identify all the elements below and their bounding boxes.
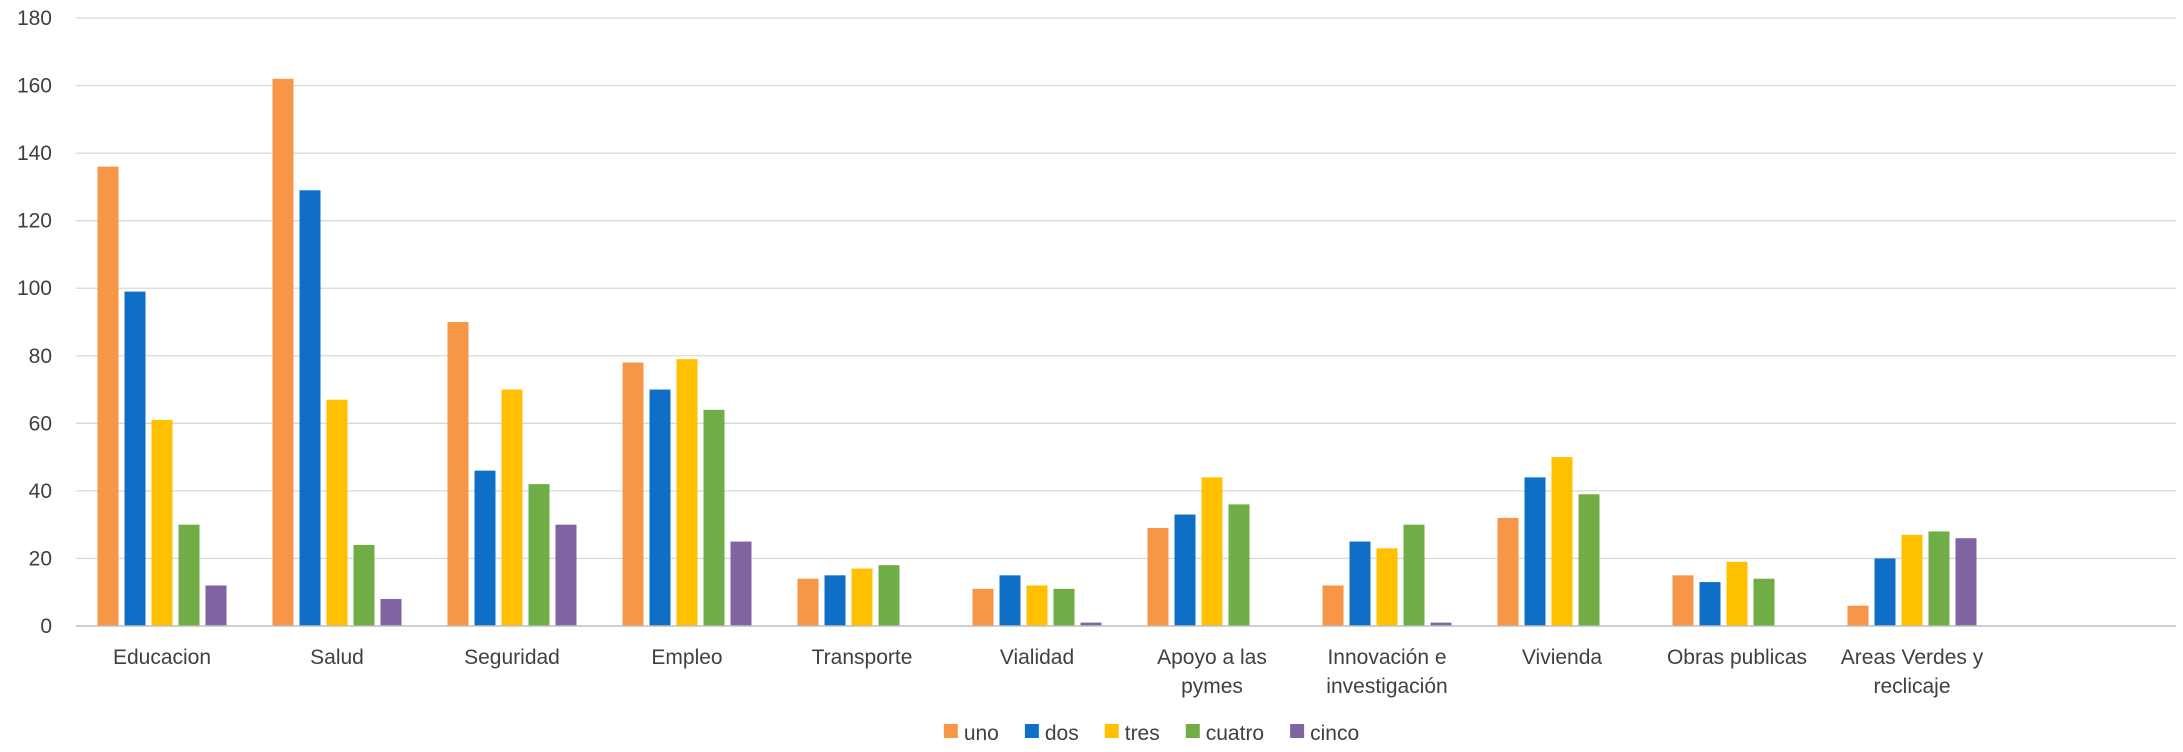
x-tick-label: Salud — [310, 646, 364, 669]
legend-label: tres — [1125, 722, 1160, 745]
legend-label: cinco — [1310, 722, 1359, 745]
bar-uno-2 — [447, 322, 469, 626]
bar-dos-5 — [999, 575, 1021, 626]
legend-swatch — [1104, 724, 1119, 738]
bar-uno-4 — [797, 578, 819, 626]
bar-uno-0 — [97, 166, 119, 626]
bar-cuatro-4 — [878, 565, 900, 626]
bar-tres-6 — [1201, 477, 1223, 626]
legend-swatch — [1290, 724, 1305, 738]
bar-dos-6 — [1174, 514, 1196, 626]
bar-tres-0 — [151, 419, 173, 626]
x-tick-label: Apoyo a las pymes — [1157, 646, 1267, 698]
bar-cuatro-2 — [528, 484, 550, 626]
bar-uno-6 — [1147, 528, 1169, 626]
bars — [97, 78, 1977, 627]
x-tick-label: Educacion — [113, 646, 211, 669]
legend-item-tres: tres — [1104, 722, 1160, 745]
y-tick-label: 0 — [40, 615, 52, 638]
y-tick-label: 80 — [29, 345, 52, 368]
legend-swatch — [1185, 724, 1200, 738]
x-tick-label: Vivienda — [1522, 646, 1602, 669]
bar-uno-9 — [1672, 575, 1694, 626]
bar-dos-1 — [299, 190, 321, 626]
bar-uno-7 — [1322, 585, 1344, 626]
bar-uno-1 — [272, 78, 294, 627]
bar-dos-9 — [1699, 582, 1721, 626]
bar-dos-4 — [824, 575, 846, 626]
bar-tres-2 — [501, 389, 523, 626]
legend-item-uno: uno — [943, 722, 999, 745]
bar-cinco-2 — [555, 524, 577, 626]
bar-tres-3 — [676, 359, 698, 626]
y-tick-label: 160 — [17, 75, 52, 98]
bar-tres-10 — [1901, 534, 1923, 626]
x-tick-label: Empleo — [651, 646, 722, 669]
bar-dos-0 — [124, 291, 146, 626]
bar-cuatro-8 — [1578, 494, 1600, 626]
y-tick-label: 140 — [17, 142, 52, 165]
bar-dos-2 — [474, 470, 496, 626]
bar-cinco-10 — [1955, 538, 1977, 626]
y-tick-label: 40 — [29, 480, 52, 503]
y-tick-label: 180 — [17, 7, 52, 30]
x-tick-label: Vialidad — [1000, 646, 1074, 669]
gridlines — [76, 17, 2176, 560]
bar-cinco-3 — [730, 541, 752, 626]
x-tick-label: Transporte — [812, 646, 913, 669]
y-axis-ticks: 0 20 40 60 80 100 120 140 160 180 — [17, 7, 52, 638]
bar-dos-3 — [649, 389, 671, 626]
bar-cuatro-7 — [1403, 524, 1425, 626]
bar-uno-8 — [1497, 517, 1519, 626]
bar-cinco-5 — [1080, 622, 1102, 626]
x-tick-label: Areas Verdes y reclicaje — [1841, 646, 1984, 698]
bar-tres-5 — [1026, 585, 1048, 626]
x-axis-labels: Educacion Salud Seguridad Empleo Transporte V… — [113, 646, 1984, 698]
legend-label: dos — [1045, 722, 1079, 745]
bar-dos-7 — [1349, 541, 1371, 626]
y-tick-label: 60 — [29, 412, 52, 435]
bar-cuatro-5 — [1053, 588, 1075, 626]
y-tick-label: 100 — [17, 277, 52, 300]
bar-cinco-0 — [205, 585, 227, 626]
bar-tres-4 — [851, 568, 873, 626]
legend-label: cuatro — [1206, 722, 1264, 745]
x-tick-label: Seguridad — [464, 646, 560, 669]
legend-item-cuatro: cuatro — [1185, 722, 1264, 745]
x-tick-label: Innovación e investigación — [1326, 646, 1447, 698]
y-tick-label: 20 — [29, 547, 52, 570]
legend: uno dos tres cuatro cinco — [943, 722, 1359, 745]
bar-tres-8 — [1551, 457, 1573, 626]
bar-tres-7 — [1376, 548, 1398, 626]
x-tick-label: Obras publicas — [1667, 646, 1807, 669]
bar-cuatro-9 — [1753, 578, 1775, 626]
bar-dos-8 — [1524, 477, 1546, 626]
legend-swatch — [1024, 724, 1039, 738]
bar-uno-10 — [1847, 605, 1869, 626]
legend-swatch — [943, 724, 958, 738]
y-tick-label: 120 — [17, 210, 52, 233]
bar-cuatro-1 — [353, 544, 375, 626]
legend-item-dos: dos — [1024, 722, 1079, 745]
bar-cuatro-10 — [1928, 531, 1950, 626]
bar-cuatro-3 — [703, 409, 725, 626]
bar-dos-10 — [1874, 558, 1896, 626]
bar-uno-5 — [972, 588, 994, 626]
bar-tres-9 — [1726, 561, 1748, 626]
bar-uno-3 — [622, 362, 644, 626]
bar-cuatro-0 — [178, 524, 200, 626]
bar-tres-1 — [326, 399, 348, 626]
bar-cuatro-6 — [1228, 504, 1250, 626]
legend-item-cinco: cinco — [1290, 722, 1359, 745]
bar-cinco-7 — [1430, 622, 1452, 626]
bar-cinco-1 — [380, 598, 402, 626]
legend-label: uno — [964, 722, 999, 745]
